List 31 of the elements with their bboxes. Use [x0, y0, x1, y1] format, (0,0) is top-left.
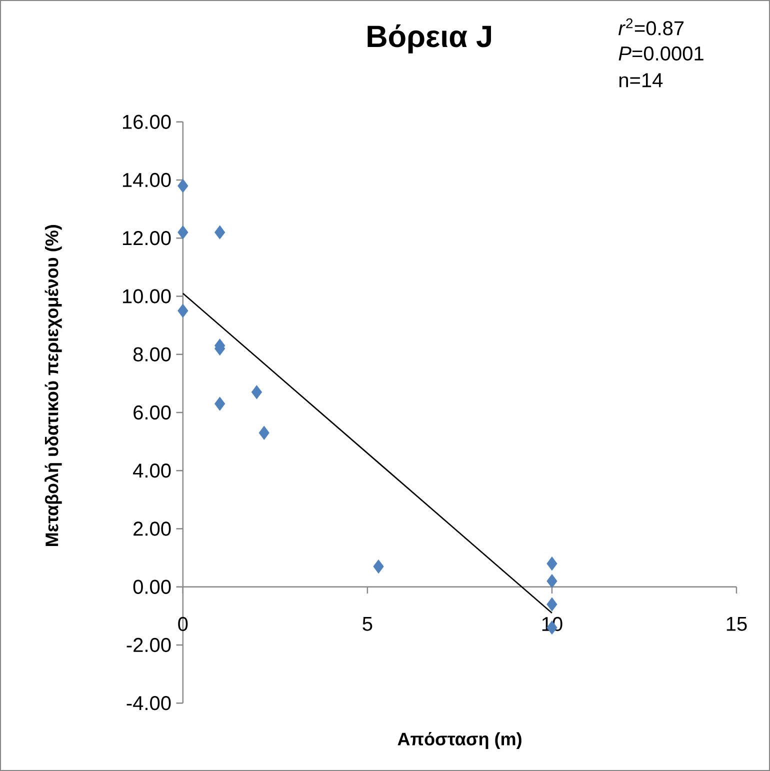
text: P=0.0001 — [618, 46, 704, 61]
y-tick-label: -2.00 — [126, 638, 171, 652]
text: r$^{2}$=0.87 — [618, 18, 684, 36]
y-tick-label: 14.00 — [122, 172, 171, 188]
y-tick-label: 16.00 — [122, 114, 171, 129]
point — [178, 225, 188, 240]
y-tick-label: -4.00 — [126, 696, 171, 710]
text: n=14 — [619, 73, 663, 88]
point — [214, 396, 226, 411]
point — [546, 556, 558, 571]
point — [178, 178, 188, 193]
y-tick-label: 4.00 — [133, 464, 171, 478]
x-tick-label: 0 — [178, 616, 188, 632]
point — [214, 225, 226, 240]
y-tick-label: 0.00 — [133, 580, 171, 594]
y-tick-label: 12.00 — [122, 231, 171, 246]
y-axis-title: Μεταβολή υδατικού περιεχομένου (%) — [44, 225, 62, 546]
x-tick-label: 15 — [726, 616, 747, 631]
point — [546, 574, 558, 588]
y-tick-label: 8.00 — [133, 347, 171, 362]
x-axis-title: Απόσταση (m) — [398, 732, 522, 749]
y-tick-label: 10.00 — [122, 289, 171, 304]
chart-title: Βόρεια J — [368, 24, 491, 54]
point — [178, 304, 188, 318]
y-tick-label: 6.00 — [134, 405, 171, 420]
x-tick-label: 5 — [362, 616, 372, 631]
y-tick-label: 2.00 — [134, 522, 171, 536]
point — [546, 597, 558, 612]
point — [258, 426, 270, 440]
point — [251, 385, 262, 400]
point — [373, 560, 384, 574]
